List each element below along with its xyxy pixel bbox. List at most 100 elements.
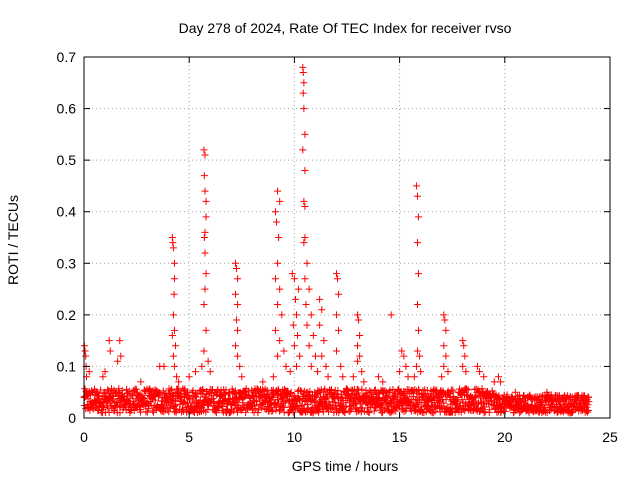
data-point xyxy=(302,301,310,309)
data-point xyxy=(231,342,239,350)
band-point xyxy=(550,397,558,405)
data-point xyxy=(460,342,468,350)
data-point xyxy=(462,368,470,376)
data-point xyxy=(116,337,124,345)
band-point xyxy=(384,403,392,411)
band-point xyxy=(144,405,152,413)
data-point xyxy=(204,357,212,365)
data-point xyxy=(440,362,448,370)
data-point xyxy=(299,68,307,76)
band-point xyxy=(253,397,261,405)
band-point xyxy=(198,390,206,398)
data-point xyxy=(300,79,308,87)
band-point xyxy=(584,406,592,414)
data-point xyxy=(360,378,368,386)
data-point xyxy=(200,234,208,241)
data-point xyxy=(442,326,450,334)
data-point xyxy=(274,259,282,267)
y-tick-label: 0.6 xyxy=(57,101,77,117)
band-point xyxy=(233,408,241,416)
data-point xyxy=(169,352,177,360)
band-point xyxy=(298,401,306,409)
data-point xyxy=(274,352,282,360)
band-point xyxy=(97,386,105,394)
data-point xyxy=(269,373,277,381)
band-point xyxy=(171,405,179,413)
data-point xyxy=(334,275,342,283)
data-point xyxy=(201,151,209,159)
band-point xyxy=(435,397,443,405)
data-point xyxy=(170,259,178,267)
data-point xyxy=(494,373,502,381)
band-point xyxy=(445,390,453,398)
data-point xyxy=(202,270,210,278)
data-point xyxy=(309,331,317,339)
data-point xyxy=(314,368,322,376)
band-point xyxy=(247,403,255,411)
data-point xyxy=(354,342,362,350)
data-point xyxy=(440,311,448,319)
band-point xyxy=(392,407,400,415)
data-point xyxy=(276,285,284,293)
data-point xyxy=(201,228,209,236)
data-point xyxy=(275,234,283,241)
data-point xyxy=(318,352,326,360)
band-point xyxy=(105,408,113,416)
data-point xyxy=(301,275,309,283)
band-point xyxy=(355,386,363,394)
band-point xyxy=(192,393,200,401)
data-point xyxy=(413,301,421,309)
band-point xyxy=(212,409,220,417)
band-point xyxy=(115,388,123,396)
data-point xyxy=(170,275,178,283)
data-point xyxy=(175,378,183,386)
y-tick-label: 0.2 xyxy=(57,307,77,323)
y-tick-label: 0.3 xyxy=(57,255,77,271)
data-point xyxy=(234,352,242,360)
band-point xyxy=(220,396,228,404)
band-point xyxy=(115,385,123,393)
data-point xyxy=(173,373,181,381)
band-point xyxy=(547,391,555,399)
data-point xyxy=(398,347,406,355)
band-point xyxy=(140,395,148,403)
band-point xyxy=(160,403,168,411)
data-point xyxy=(301,166,309,174)
data-point xyxy=(202,326,210,334)
data-point xyxy=(271,208,279,216)
band-point xyxy=(287,388,295,396)
data-point xyxy=(288,270,296,278)
data-point xyxy=(301,203,309,211)
data-points xyxy=(80,63,593,417)
data-point xyxy=(412,182,420,190)
data-point xyxy=(379,378,387,386)
data-point xyxy=(282,362,290,370)
band-point xyxy=(481,408,489,416)
x-axis-label: GPS time / hours xyxy=(292,458,399,474)
band-point xyxy=(182,391,190,399)
data-point xyxy=(335,290,343,298)
data-point xyxy=(160,362,168,370)
band-point xyxy=(583,408,591,416)
band-point xyxy=(381,387,389,395)
band-point xyxy=(584,401,592,409)
x-tick-label: 5 xyxy=(185,429,193,445)
band-point xyxy=(465,405,473,413)
band-point xyxy=(511,396,519,404)
band-point xyxy=(231,387,239,395)
data-point xyxy=(339,373,347,381)
data-point xyxy=(441,316,449,324)
data-point xyxy=(354,357,362,365)
band-point xyxy=(150,393,158,401)
data-point xyxy=(273,218,281,226)
band-point xyxy=(339,407,347,415)
band-point xyxy=(308,404,316,412)
data-point xyxy=(311,352,319,360)
band-point xyxy=(375,390,383,398)
data-point xyxy=(490,378,498,386)
band-point xyxy=(199,386,207,394)
data-point xyxy=(299,89,307,97)
data-point xyxy=(276,197,284,205)
data-point xyxy=(402,362,410,370)
data-point xyxy=(355,316,363,324)
